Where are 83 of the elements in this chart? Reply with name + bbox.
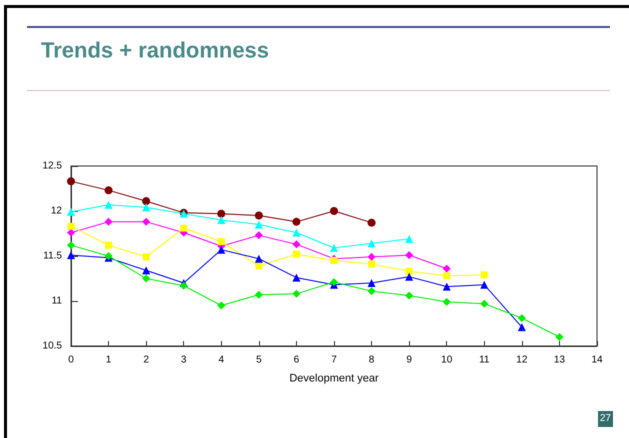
point bbox=[142, 274, 150, 282]
x-tick-label: 10 bbox=[441, 354, 453, 366]
x-axis-title: Development year bbox=[289, 372, 379, 384]
point bbox=[405, 251, 414, 260]
y-tick-label: 12.5 bbox=[42, 160, 62, 172]
point bbox=[555, 333, 564, 341]
point bbox=[218, 238, 225, 246]
point bbox=[442, 264, 451, 273]
point bbox=[368, 279, 376, 287]
point bbox=[217, 246, 226, 254]
point bbox=[254, 212, 263, 220]
point bbox=[217, 210, 226, 218]
point bbox=[217, 216, 226, 224]
point bbox=[67, 208, 75, 216]
point bbox=[142, 197, 150, 206]
point bbox=[67, 251, 75, 260]
x-tick-label: 5 bbox=[256, 354, 262, 366]
y-tick-label: 11.5 bbox=[43, 250, 62, 262]
point bbox=[292, 218, 300, 226]
point bbox=[480, 300, 488, 308]
point bbox=[406, 268, 413, 275]
x-tick-label: 11 bbox=[479, 354, 490, 366]
point bbox=[368, 287, 376, 296]
x-tick-label: 9 bbox=[406, 354, 412, 366]
point bbox=[405, 272, 414, 281]
y-tick-label: 12 bbox=[50, 206, 62, 216]
point bbox=[67, 228, 75, 237]
x-tick-label: 0 bbox=[68, 354, 74, 366]
point bbox=[368, 239, 376, 248]
point bbox=[405, 234, 414, 243]
x-tick-label: 3 bbox=[180, 354, 187, 366]
point bbox=[368, 252, 376, 261]
point bbox=[104, 186, 113, 194]
point bbox=[292, 290, 300, 298]
point bbox=[443, 272, 450, 280]
point bbox=[292, 250, 300, 258]
point bbox=[142, 253, 150, 260]
point bbox=[142, 218, 150, 226]
point bbox=[442, 282, 451, 291]
x-tick-label: 6 bbox=[294, 354, 300, 366]
point bbox=[68, 222, 74, 230]
point bbox=[292, 228, 300, 237]
point bbox=[105, 242, 112, 249]
point bbox=[480, 280, 488, 289]
x-tick-label: 14 bbox=[591, 354, 603, 366]
point bbox=[254, 231, 263, 240]
chart-title: Trends + randomness bbox=[41, 38, 270, 62]
x-tick-label: 8 bbox=[368, 354, 375, 366]
x-tick-label: 4 bbox=[218, 354, 225, 366]
x-tick-label: 1 bbox=[106, 354, 112, 366]
x-tick-label: 12 bbox=[516, 354, 528, 366]
point bbox=[405, 292, 414, 300]
point bbox=[104, 200, 113, 209]
point bbox=[67, 241, 75, 250]
point bbox=[442, 298, 451, 306]
point bbox=[330, 207, 338, 215]
point bbox=[368, 218, 376, 227]
y-tick-label: 11 bbox=[52, 296, 62, 306]
point bbox=[142, 203, 150, 212]
point bbox=[480, 271, 488, 278]
point bbox=[518, 314, 526, 322]
point bbox=[104, 218, 113, 226]
point bbox=[254, 220, 263, 228]
point bbox=[330, 244, 338, 252]
point bbox=[330, 257, 338, 264]
point bbox=[254, 254, 263, 263]
x-tick-label: 2 bbox=[143, 354, 150, 366]
y-tick-label: 10.5 bbox=[42, 340, 62, 352]
x-tick-label: 13 bbox=[554, 354, 566, 366]
point bbox=[368, 260, 376, 268]
point bbox=[142, 266, 150, 274]
point bbox=[180, 282, 188, 290]
x-tick-label: 7 bbox=[331, 354, 338, 366]
point bbox=[254, 290, 263, 299]
point bbox=[255, 262, 262, 270]
point bbox=[292, 274, 300, 282]
point bbox=[217, 302, 226, 310]
point bbox=[67, 177, 75, 186]
point bbox=[292, 240, 300, 248]
point bbox=[330, 278, 338, 286]
point bbox=[518, 323, 526, 332]
text: 27 bbox=[598, 411, 613, 427]
point bbox=[180, 224, 188, 232]
